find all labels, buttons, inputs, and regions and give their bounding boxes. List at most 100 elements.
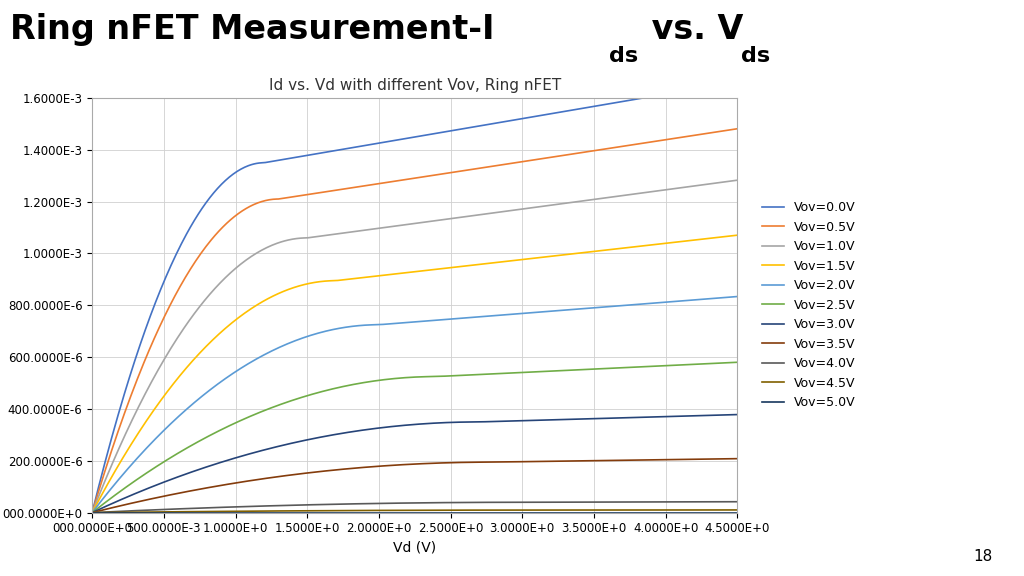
Vov=0.5V xyxy=(470,165,482,172)
Vov=4.5V xyxy=(470,507,482,514)
Line: Vov=1.0V: Vov=1.0V xyxy=(92,180,737,513)
Vov=1.0V xyxy=(470,212,482,219)
Vov=1.0V xyxy=(614,192,627,199)
Vov=3.5V xyxy=(86,509,98,516)
Vov=5.0V xyxy=(716,509,728,516)
Vov=1.0V xyxy=(731,177,743,184)
Vov=2.0V xyxy=(392,320,404,327)
X-axis label: Vd (V): Vd (V) xyxy=(393,541,436,555)
Vov=2.0V xyxy=(731,293,743,300)
Vov=1.5V xyxy=(614,245,627,252)
Vov=4.0V xyxy=(396,499,409,506)
Vov=3.0V xyxy=(716,412,728,419)
Vov=3.0V xyxy=(435,419,447,426)
Vov=2.5V xyxy=(614,365,627,372)
Vov=0.5V xyxy=(435,170,447,177)
Vov=2.5V xyxy=(392,375,404,382)
Vov=2.0V xyxy=(86,509,98,516)
Vov=0.0V xyxy=(614,98,627,105)
Vov=2.0V xyxy=(396,320,409,327)
Line: Vov=4.5V: Vov=4.5V xyxy=(92,510,737,513)
Vov=0.0V xyxy=(396,135,409,142)
Vov=1.0V xyxy=(392,222,404,229)
Vov=4.0V xyxy=(614,499,627,506)
Vov=1.0V xyxy=(86,509,98,516)
Vov=5.0V xyxy=(470,509,482,516)
Vov=4.5V xyxy=(392,507,404,514)
Line: Vov=4.0V: Vov=4.0V xyxy=(92,502,737,513)
Vov=3.5V xyxy=(470,458,482,465)
Vov=4.5V xyxy=(716,506,728,513)
Vov=1.5V xyxy=(716,233,728,240)
Vov=3.5V xyxy=(731,455,743,462)
Vov=5.0V xyxy=(86,509,98,516)
Vov=2.0V xyxy=(435,316,447,323)
Vov=0.5V xyxy=(396,177,409,184)
Line: Vov=1.5V: Vov=1.5V xyxy=(92,235,737,513)
Vov=3.5V xyxy=(614,457,627,464)
Line: Vov=2.0V: Vov=2.0V xyxy=(92,297,737,513)
Vov=4.0V xyxy=(392,499,404,506)
Vov=4.0V xyxy=(435,499,447,506)
Vov=2.5V xyxy=(396,374,409,381)
Text: 18: 18 xyxy=(974,550,992,564)
Vov=2.0V xyxy=(716,294,728,301)
Vov=4.0V xyxy=(731,498,743,505)
Vov=3.0V xyxy=(614,414,627,421)
Vov=0.5V xyxy=(731,126,743,132)
Vov=3.0V xyxy=(86,509,98,516)
Vov=5.0V xyxy=(392,509,404,516)
Vov=3.0V xyxy=(392,422,404,429)
Vov=3.0V xyxy=(470,419,482,426)
Vov=1.5V xyxy=(392,270,404,277)
Vov=0.0V xyxy=(392,137,404,143)
Vov=0.0V xyxy=(86,509,98,516)
Vov=1.5V xyxy=(396,270,409,276)
Text: Ring nFET Measurement-I: Ring nFET Measurement-I xyxy=(10,13,495,46)
Line: Vov=0.0V: Vov=0.0V xyxy=(92,82,737,513)
Text: ds: ds xyxy=(741,46,770,66)
Vov=5.0V xyxy=(614,509,627,516)
Vov=4.0V xyxy=(86,509,98,516)
Title: Id vs. Vd with different Vov, Ring nFET: Id vs. Vd with different Vov, Ring nFET xyxy=(268,78,561,93)
Vov=1.5V xyxy=(470,262,482,268)
Vov=0.0V xyxy=(435,129,447,136)
Vov=3.0V xyxy=(731,411,743,418)
Vov=4.0V xyxy=(470,499,482,506)
Vov=1.5V xyxy=(435,266,447,272)
Vov=3.5V xyxy=(396,461,409,468)
Vov=5.0V xyxy=(396,509,409,516)
Text: ds: ds xyxy=(609,46,638,66)
Vov=1.5V xyxy=(731,232,743,238)
Vov=2.0V xyxy=(470,313,482,320)
Vov=2.5V xyxy=(86,509,98,516)
Vov=4.5V xyxy=(435,507,447,514)
Vov=0.0V xyxy=(716,81,728,88)
Line: Vov=3.5V: Vov=3.5V xyxy=(92,458,737,513)
Vov=3.0V xyxy=(396,422,409,429)
Vov=1.0V xyxy=(396,222,409,229)
Vov=3.5V xyxy=(392,461,404,468)
Vov=4.5V xyxy=(86,509,98,516)
Vov=5.0V xyxy=(731,509,743,516)
Vov=5.0V xyxy=(435,509,447,516)
Vov=2.5V xyxy=(435,373,447,380)
Vov=2.5V xyxy=(716,359,728,366)
Text: vs. V: vs. V xyxy=(640,13,743,46)
Vov=0.5V xyxy=(392,177,404,184)
Vov=4.5V xyxy=(614,506,627,513)
Vov=0.5V xyxy=(86,509,98,516)
Line: Vov=3.0V: Vov=3.0V xyxy=(92,415,737,513)
Vov=4.5V xyxy=(396,507,409,514)
Vov=2.0V xyxy=(614,302,627,309)
Vov=0.0V xyxy=(731,78,743,85)
Vov=0.0V xyxy=(470,123,482,130)
Vov=0.5V xyxy=(614,143,627,150)
Line: Vov=2.5V: Vov=2.5V xyxy=(92,362,737,513)
Legend: Vov=0.0V, Vov=0.5V, Vov=1.0V, Vov=1.5V, Vov=2.0V, Vov=2.5V, Vov=3.0V, Vov=3.5V, : Vov=0.0V, Vov=0.5V, Vov=1.0V, Vov=1.5V, … xyxy=(757,196,861,414)
Vov=3.5V xyxy=(435,460,447,467)
Vov=4.5V xyxy=(731,506,743,513)
Line: Vov=0.5V: Vov=0.5V xyxy=(92,129,737,513)
Vov=3.5V xyxy=(716,456,728,463)
Vov=1.5V xyxy=(86,509,98,516)
